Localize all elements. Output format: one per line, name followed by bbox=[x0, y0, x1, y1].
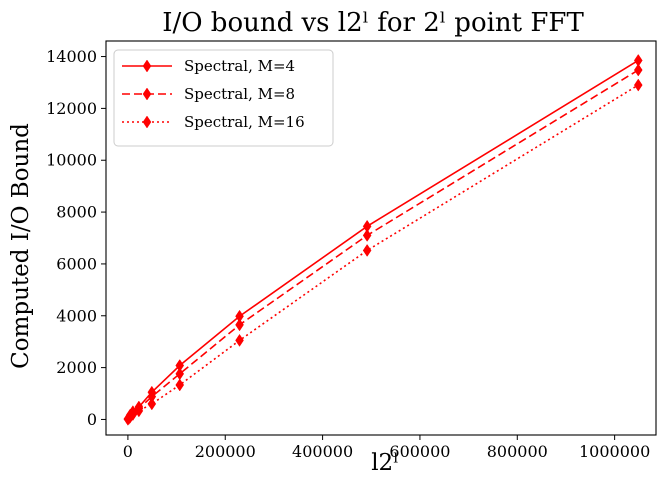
legend-marker bbox=[142, 87, 152, 101]
data-point bbox=[147, 397, 157, 411]
y-tick-label: 0 bbox=[87, 410, 97, 429]
x-tick-label: 800000 bbox=[487, 442, 548, 461]
data-point bbox=[175, 367, 185, 381]
legend-label: Spectral, M=8 bbox=[184, 85, 295, 103]
y-tick-label: 10000 bbox=[46, 151, 97, 170]
x-tick-label: 400000 bbox=[292, 442, 353, 461]
data-point bbox=[128, 408, 138, 421]
x-tick-label: 600000 bbox=[389, 442, 450, 461]
data-point bbox=[235, 333, 244, 347]
chart-title: I/O bound vs l2ˡ for 2ˡ point FFT bbox=[162, 8, 584, 38]
data-point bbox=[134, 404, 144, 418]
y-tick-label: 6000 bbox=[56, 254, 97, 273]
y-tick-label: 8000 bbox=[56, 203, 97, 222]
ticks-layer: 0 200000 400000 600000 800000 1000000 0 2000 400… bbox=[46, 47, 650, 461]
legend-label: Spectral, M=4 bbox=[184, 57, 295, 75]
legend-marker bbox=[142, 59, 152, 73]
x-tick-label: 0 bbox=[123, 442, 133, 461]
x-tick-label: 1000000 bbox=[579, 442, 650, 461]
legend: Spectral, M=4 Spectral, M=8 Spectral, M=16 bbox=[113, 49, 334, 147]
legend-marker bbox=[142, 115, 152, 129]
y-tick-label: 12000 bbox=[46, 99, 97, 118]
plot-frame bbox=[105, 40, 657, 436]
y-tick-label: 14000 bbox=[46, 47, 97, 66]
data-point bbox=[235, 318, 244, 332]
data-point bbox=[362, 243, 372, 257]
data-point bbox=[175, 378, 185, 392]
data-point bbox=[633, 63, 643, 77]
x-axis-label: l2ˡ bbox=[371, 450, 399, 476]
data-point bbox=[362, 228, 372, 242]
y-axis-label: Computed I/O Bound bbox=[8, 123, 34, 369]
legend-label: Spectral, M=16 bbox=[184, 113, 305, 131]
x-tick-label: 200000 bbox=[195, 442, 256, 461]
series-line bbox=[127, 84, 639, 420]
series-3 bbox=[123, 78, 643, 426]
series-layer bbox=[123, 53, 643, 426]
y-tick-label: 2000 bbox=[56, 358, 97, 377]
y-tick-label: 4000 bbox=[56, 306, 97, 325]
data-point bbox=[633, 78, 643, 92]
